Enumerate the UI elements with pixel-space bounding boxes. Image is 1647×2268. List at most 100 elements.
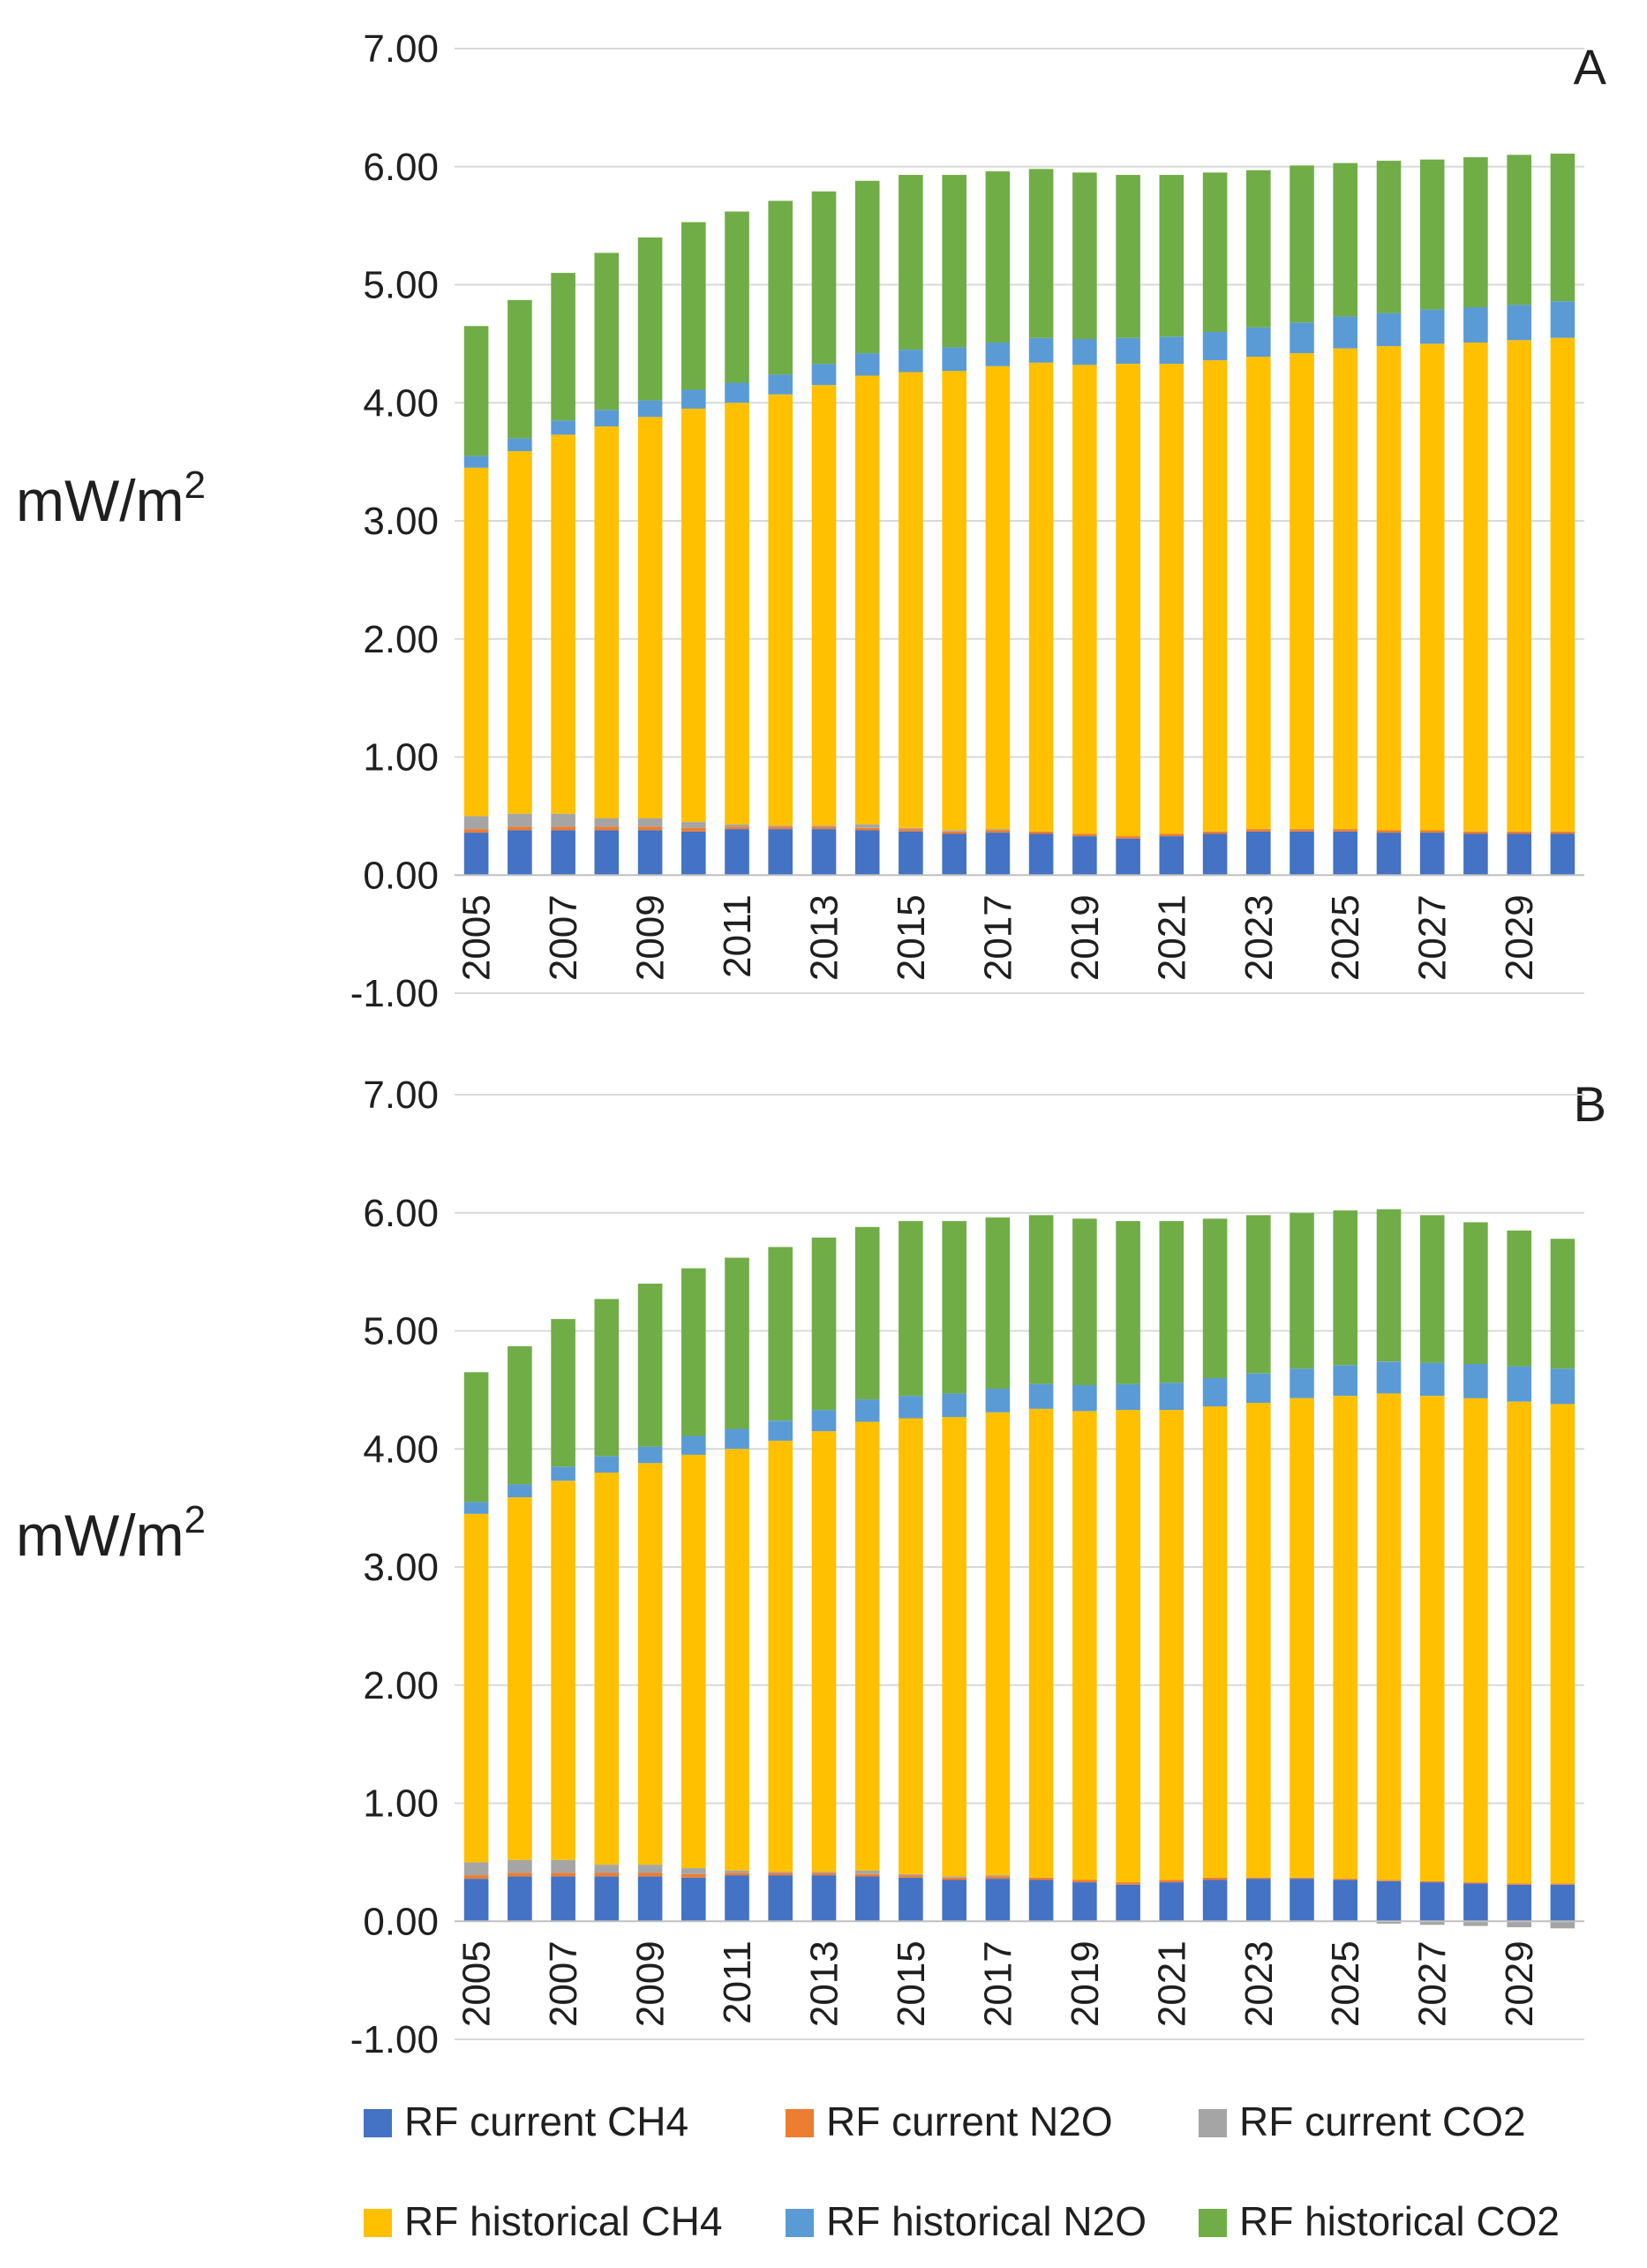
bar-segment-rf-historical-n2o bbox=[1376, 1361, 1402, 1394]
bar-segment-rf-historical-ch4 bbox=[985, 365, 1011, 830]
bar-segment-rf-historical-ch4 bbox=[811, 1431, 837, 1872]
y-tick-label: 6.00 bbox=[363, 146, 439, 189]
x-tick-label: 2021 bbox=[1150, 894, 1193, 981]
bar-segment-rf-current-ch4 bbox=[854, 1876, 880, 1922]
bar-segment-rf-current-ch4 bbox=[594, 830, 620, 876]
bar-segment-rf-historical-co2 bbox=[1550, 1239, 1576, 1369]
bar-segment-rf-historical-ch4 bbox=[637, 1463, 663, 1865]
bar-segment-rf-current-ch4 bbox=[854, 830, 880, 876]
bar-segment-rf-current-co2 bbox=[508, 813, 532, 827]
bar-segment-rf-historical-co2 bbox=[1159, 175, 1184, 337]
bar-segment-rf-historical-n2o bbox=[899, 1396, 923, 1419]
bar-segment-rf-current-ch4 bbox=[1028, 1880, 1054, 1922]
bar-segment-rf-historical-ch4 bbox=[1333, 348, 1357, 830]
legend-item-rf-current-n2o: RF current N2O bbox=[786, 2098, 1113, 2144]
bar-segment-rf-historical-ch4 bbox=[985, 1412, 1011, 1876]
bar-segment-rf-current-n2o bbox=[508, 1872, 532, 1877]
bar-segment-rf-current-n2o bbox=[463, 1875, 489, 1880]
bar-segment-rf-current-n2o bbox=[768, 1872, 793, 1876]
x-tick-label: 2005 bbox=[455, 1940, 499, 2027]
y-tick-label: 0.00 bbox=[363, 1900, 439, 1943]
bar-segment-rf-current-n2o bbox=[463, 829, 489, 833]
bar-segment-rf-current-n2o bbox=[551, 1872, 575, 1877]
bar-segment-rf-historical-co2 bbox=[463, 1372, 489, 1503]
bar-segment-rf-current-ch4 bbox=[463, 833, 489, 876]
bar-segment-rf-historical-ch4 bbox=[1159, 364, 1184, 834]
bar-segment-rf-current-n2o bbox=[1072, 833, 1097, 837]
bar-segment-rf-historical-ch4 bbox=[1333, 1396, 1357, 1880]
bar-segment-rf-historical-n2o bbox=[594, 410, 620, 426]
bar-segment-rf-current-ch4 bbox=[1333, 1880, 1357, 1922]
y-axis-ticks: -1.00 0.00 1.00 2.00 3.00 4.00 5.00 6.00 7.00 bbox=[350, 27, 439, 1015]
bar-segment-rf-current-n2o bbox=[1333, 1879, 1357, 1880]
bar-segment-rf-current-ch4 bbox=[768, 829, 793, 876]
bar-segment-rf-historical-ch4 bbox=[1376, 346, 1402, 831]
legend-item-rf-historical-ch4: RF historical CH4 bbox=[364, 2198, 722, 2244]
bar-segment-rf-current-ch4 bbox=[681, 831, 706, 876]
bar-segment-rf-current-ch4 bbox=[942, 1880, 966, 1922]
bar-segment-rf-historical-ch4 bbox=[1290, 353, 1314, 830]
legend: RF current CH4 RF current N2O RF current… bbox=[364, 2098, 1560, 2244]
bar-segment-rf-historical-co2 bbox=[811, 191, 837, 365]
legend-swatch bbox=[786, 2209, 814, 2237]
y-tick-label: 5.00 bbox=[363, 264, 439, 307]
bar-segment-rf-historical-n2o bbox=[768, 374, 793, 395]
bar-segment-rf-current-n2o bbox=[637, 826, 663, 831]
bar-segment-rf-historical-n2o bbox=[1246, 327, 1271, 358]
bar-segment-rf-current-co2 bbox=[899, 1873, 923, 1876]
bar-segment-rf-current-n2o bbox=[508, 826, 532, 831]
bar-segment-rf-current-ch4 bbox=[551, 830, 575, 876]
bar-segment-rf-historical-co2 bbox=[1028, 1215, 1054, 1384]
bar-segment-rf-historical-ch4 bbox=[508, 451, 532, 814]
bar-segment-rf-current-ch4 bbox=[1376, 833, 1402, 876]
x-tick-label: 2013 bbox=[802, 894, 846, 981]
bar-segment-rf-current-n2o bbox=[637, 1872, 663, 1877]
legend-swatch bbox=[786, 2109, 814, 2137]
bar-segment-rf-historical-co2 bbox=[899, 1221, 923, 1397]
bar-segment-rf-historical-co2 bbox=[985, 171, 1011, 343]
bar-segment-rf-historical-n2o bbox=[1550, 301, 1576, 338]
bar-segment-rf-current-ch4 bbox=[1072, 836, 1097, 876]
bar-segment-rf-historical-n2o bbox=[811, 364, 837, 386]
bar-segment-rf-current-n2o bbox=[942, 1877, 966, 1880]
bar-segment-rf-current-ch4 bbox=[1463, 833, 1488, 876]
bar-segment-rf-historical-n2o bbox=[551, 1466, 575, 1481]
bar-segment-rf-historical-n2o bbox=[1376, 313, 1402, 347]
bar-segment-rf-historical-ch4 bbox=[1290, 1398, 1314, 1878]
legend-label: RF historical CH4 bbox=[404, 2198, 722, 2244]
bar-segment-rf-historical-ch4 bbox=[942, 1417, 966, 1877]
bar-segment-rf-historical-ch4 bbox=[681, 1454, 706, 1868]
bar-segment-rf-current-n2o bbox=[1028, 831, 1054, 834]
legend-item-rf-current-ch4: RF current CH4 bbox=[364, 2098, 688, 2144]
bar-segment-rf-current-n2o bbox=[1159, 1880, 1184, 1883]
bar-segment-rf-historical-co2 bbox=[508, 299, 532, 439]
x-tick-label: 2027 bbox=[1411, 894, 1455, 981]
bar-segment-rf-current-n2o bbox=[985, 830, 1011, 833]
bar-segment-rf-historical-ch4 bbox=[768, 1440, 793, 1872]
bar-segment-rf-historical-ch4 bbox=[637, 417, 663, 818]
bar-segment-rf-current-n2o bbox=[985, 1876, 1011, 1880]
y-tick-label: 1.00 bbox=[363, 736, 439, 780]
bar-segment-rf-current-ch4 bbox=[681, 1877, 706, 1922]
bar-segment-rf-historical-ch4 bbox=[942, 371, 966, 831]
y-axis-label: mW/m2 bbox=[16, 1498, 206, 1568]
bar-segment-rf-current-n2o bbox=[1333, 829, 1357, 832]
panel-b: B mW/m2 -1.00 0.00 1.00 2.00 3.00 4.00 5.00 6.0… bbox=[16, 1074, 1606, 2061]
bar-segment-rf-historical-co2 bbox=[942, 1221, 966, 1394]
panel-letter: B bbox=[1574, 1076, 1606, 1132]
bar-segment-rf-current-ch4 bbox=[1116, 1884, 1140, 1922]
bar-segment-rf-historical-n2o bbox=[768, 1420, 793, 1441]
bar-segment-rf-historical-n2o bbox=[1116, 337, 1140, 365]
legend-item-rf-current-co2: RF current CO2 bbox=[1199, 2098, 1526, 2144]
bar-segment-rf-current-n2o bbox=[594, 826, 620, 831]
x-tick-label: 2007 bbox=[542, 1940, 585, 2027]
bar-segment-rf-historical-ch4 bbox=[1463, 343, 1488, 832]
bar-segment-rf-historical-ch4 bbox=[811, 385, 837, 826]
bar-segment-rf-current-n2o bbox=[1463, 831, 1488, 834]
x-tick-label: 2023 bbox=[1237, 894, 1281, 981]
y-tick-label: -1.00 bbox=[350, 2018, 439, 2061]
legend-label: RF current CH4 bbox=[404, 2098, 688, 2144]
y-tick-label: 7.00 bbox=[363, 1074, 439, 1117]
bar-segment-rf-historical-co2 bbox=[1202, 1218, 1228, 1378]
